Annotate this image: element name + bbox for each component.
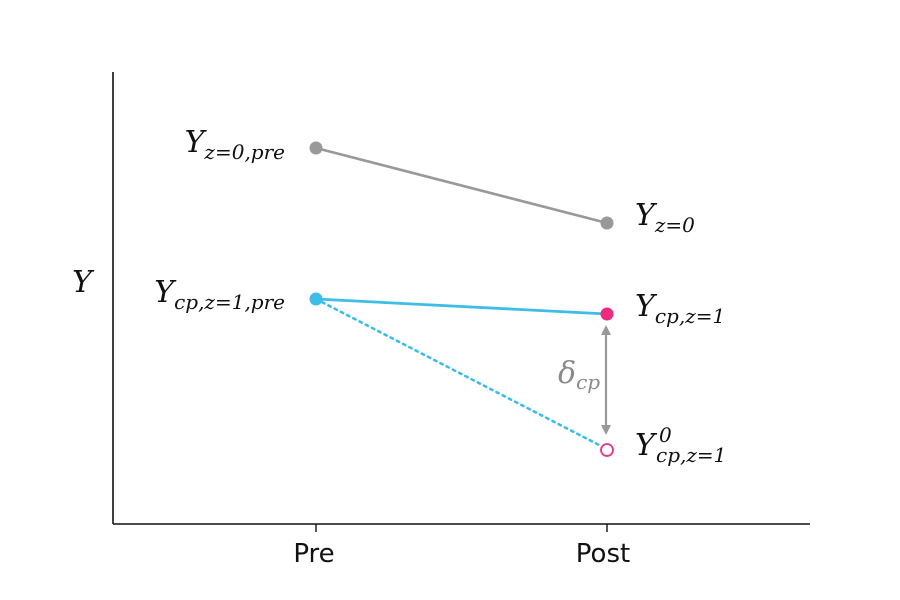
treated-post-point	[600, 307, 614, 321]
y-axis-label: Y	[72, 265, 95, 300]
x-tick-label-pre: Pre	[293, 539, 334, 569]
control-pre-point	[309, 141, 323, 155]
treated-line	[315, 297, 608, 316]
label-treated-pre: Ycp,z=1,pre	[154, 275, 285, 314]
label-counterfactual-post: Y 0 cp,z=1	[635, 423, 726, 467]
label-effect: δcp	[558, 356, 600, 394]
treated-pre-point	[309, 292, 323, 306]
label-treated-post: Ycp,z=1	[635, 289, 725, 328]
control-post-point	[600, 216, 614, 230]
label-counterfactual-sub: cp,z=1	[656, 443, 726, 467]
label-control-pre: Yz=0,pre	[185, 125, 285, 164]
control-line	[315, 146, 608, 225]
counterfactual-line	[314, 297, 603, 448]
x-tick-label-post: Post	[576, 539, 630, 569]
label-counterfactual-sup: 0	[659, 423, 672, 447]
label-counterfactual-main: Y	[635, 428, 658, 463]
label-control-post: Yz=0	[635, 198, 695, 237]
counterfactual-post-point	[600, 443, 614, 457]
